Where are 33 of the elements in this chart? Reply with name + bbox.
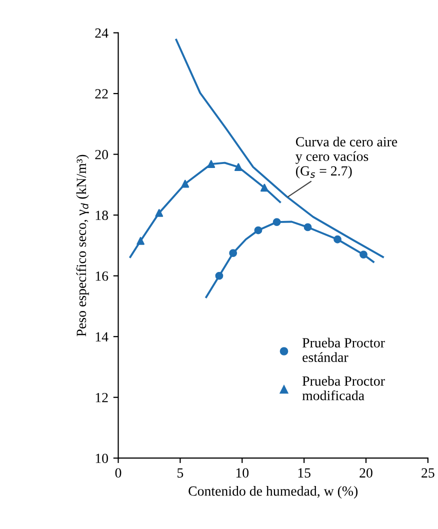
point xyxy=(155,209,164,217)
point xyxy=(260,184,268,192)
point xyxy=(360,250,368,259)
point xyxy=(334,235,342,244)
point xyxy=(229,249,238,258)
y-tick-label: 24 xyxy=(95,28,108,38)
y-tick-label: 12 xyxy=(96,392,108,402)
y-tick-label: 22 xyxy=(95,89,108,98)
x-tick-label: 15 xyxy=(298,468,310,478)
x-tick-label: 20 xyxy=(360,468,372,478)
y-tick-label: 14 xyxy=(96,332,108,342)
point xyxy=(304,223,312,232)
point xyxy=(234,163,242,172)
y-tick-label: 16 xyxy=(96,271,108,281)
point xyxy=(181,180,190,188)
annotation: Curva de cero aire y cero vacíos (G$_{s}$ = 2.7) xyxy=(296,136,398,178)
y-tick-label: 20 xyxy=(95,150,108,160)
point xyxy=(207,160,216,168)
line-series xyxy=(129,162,282,258)
point xyxy=(254,226,262,234)
point xyxy=(272,218,281,226)
x-tick-label: 5 xyxy=(178,468,184,478)
x-tick-label: 10 xyxy=(236,468,249,478)
legend-label: Prueba Proctor estándar xyxy=(302,338,385,362)
legend-label: Prueba Proctor modificada xyxy=(302,376,385,400)
y-tick-label: 10 xyxy=(96,454,108,464)
x-axis-title: Contenido de humedad, w (%) xyxy=(188,486,358,499)
y-tick-label: 18 xyxy=(96,210,108,220)
point xyxy=(215,272,224,280)
y-axis-title: Peso específico seco, γ$_{d}$ (kN/m³) xyxy=(76,154,89,336)
x-tick-label: 0 xyxy=(115,468,122,478)
x-tick-label: 25 xyxy=(422,468,434,478)
point xyxy=(136,236,145,245)
